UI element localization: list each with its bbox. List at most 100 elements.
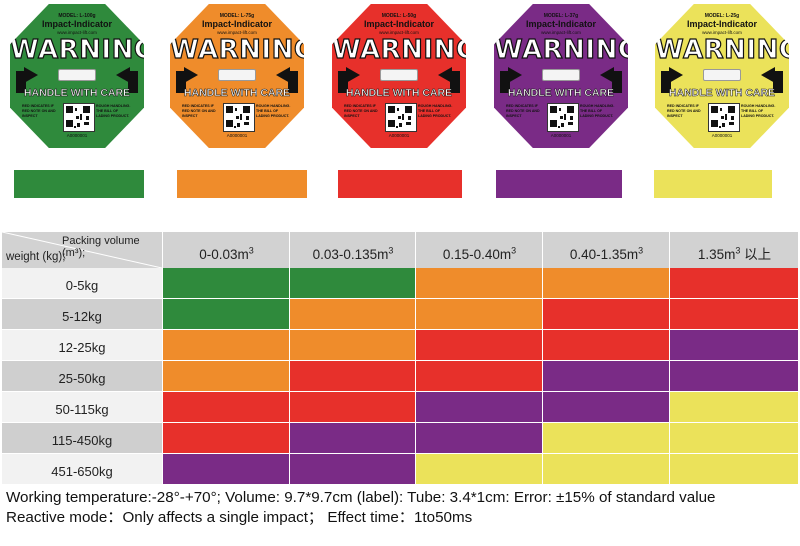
column-header-1: 0.03-0.135m3 xyxy=(289,232,416,268)
label-note-left: RED INDICATES IF RED NOTE ON AND INSPECT xyxy=(667,104,701,118)
table-cell-purple xyxy=(289,454,415,484)
arrow-left-head-icon xyxy=(761,67,775,83)
table-cell-orange xyxy=(289,299,415,329)
label-note-right: ROUGH HANDLING. THE BILL OF LADING PRODU… xyxy=(580,104,615,118)
column-range: 1.35m xyxy=(697,247,736,262)
table-cell-yellow xyxy=(669,454,798,484)
label-brand: Impact-Indicator xyxy=(686,19,757,29)
label-body: MODEL: L-37g Impact-Indicator www.impact… xyxy=(494,4,628,148)
impact-label-yellow: MODEL: L-25g Impact-Indicator www.impact… xyxy=(653,2,791,150)
label-serial: A0000001 xyxy=(66,133,88,138)
table-cell-red xyxy=(162,392,289,422)
spec-footer: Working temperature:-28°-+70°; Volume: 9… xyxy=(6,488,796,528)
label-body: MODEL: L-75g Impact-Indicator www.impact… xyxy=(170,4,304,148)
row-separator xyxy=(2,360,798,361)
label-note-left: RED INDICATES IF RED NOTE ON AND INSPECT xyxy=(344,104,378,118)
table-corner: Packing volume (m³); weight (kg); xyxy=(2,232,162,268)
table-cell-red xyxy=(542,299,669,329)
corner-diagonal xyxy=(2,232,162,268)
spec-line-2: Reactive mode：Only affects a single impa… xyxy=(6,509,473,526)
label-website: www.impact-lift.com xyxy=(379,30,419,35)
label-body: MODEL: L-25g Impact-Indicator www.impact… xyxy=(655,4,789,148)
row-weight-label: 5-12kg xyxy=(2,299,162,329)
impact-label-green: MODEL: L-100g Impact-Indicator www.impac… xyxy=(8,2,146,150)
table-cell-yellow xyxy=(542,423,669,453)
table-cell-purple xyxy=(542,361,669,391)
table-cell-red xyxy=(289,361,415,391)
arrow-left-icon xyxy=(288,71,298,93)
arrow-left-icon xyxy=(450,71,460,93)
qr-code-icon xyxy=(385,103,417,132)
swatch-red xyxy=(338,170,462,198)
qr-code-icon xyxy=(547,103,579,132)
swatch-yellow xyxy=(654,170,772,198)
arrow-left-head-icon xyxy=(600,67,614,83)
label-brand: Impact-Indicator xyxy=(201,19,272,29)
table-cell-purple xyxy=(415,392,542,422)
label-warning: WARNING xyxy=(494,34,640,65)
label-serial: A0000001 xyxy=(226,133,248,138)
arrow-right-head-icon xyxy=(346,67,360,83)
column-range: 0-0.03m xyxy=(199,247,249,262)
label-warning: WARNING xyxy=(655,34,800,65)
label-website: www.impact-lift.com xyxy=(217,30,257,35)
arrow-right-head-icon xyxy=(669,67,683,83)
label-warning: WARNING xyxy=(170,34,316,65)
swatch-orange xyxy=(177,170,307,198)
table-cell-orange xyxy=(289,330,415,360)
volume-axis-label: Packing volume (m³); xyxy=(62,235,140,259)
qr-code-icon xyxy=(223,103,255,132)
label-handle-with-care: HANDLE WITH CARE xyxy=(507,87,615,100)
label-website: www.impact-lift.com xyxy=(57,30,97,35)
row-separator xyxy=(2,422,798,423)
row-separator xyxy=(2,484,798,485)
table-header: Packing volume (m³); weight (kg); 0-0.03… xyxy=(2,232,798,268)
label-note-right: ROUGH HANDLING. THE BILL OF LADING PRODU… xyxy=(256,104,291,118)
swatch-purple xyxy=(496,170,622,198)
label-brand: Impact-Indicator xyxy=(41,19,112,29)
label-note-left: RED INDICATES IF RED NOTE ON AND INSPECT xyxy=(182,104,216,118)
qr-code-icon xyxy=(708,103,740,132)
label-warning: WARNING xyxy=(332,34,478,65)
table-cell-orange xyxy=(415,268,542,298)
arrow-left-icon xyxy=(612,71,622,93)
table-cell-purple xyxy=(289,423,415,453)
table-cell-yellow xyxy=(669,423,798,453)
label-handle-with-care: HANDLE WITH CARE xyxy=(23,87,131,100)
table-cell-purple xyxy=(162,454,289,484)
column-unit-power: 3 xyxy=(638,245,644,256)
label-website: www.impact-lift.com xyxy=(702,30,742,35)
table-cell-red xyxy=(415,330,542,360)
impact-label-red: MODEL: L-50g Impact-Indicator www.impact… xyxy=(330,2,468,150)
column-range: 0.03-0.135m xyxy=(312,247,389,262)
arrow-left-icon xyxy=(773,71,783,93)
spec-line-1: Working temperature:-28°-+70°; Volume: 9… xyxy=(6,489,716,506)
label-body: MODEL: L-100g Impact-Indicator www.impac… xyxy=(10,4,144,148)
table-cell-yellow xyxy=(669,392,798,422)
label-arrows xyxy=(500,66,622,93)
label-arrows xyxy=(661,66,783,93)
label-model: MODEL: L-25g xyxy=(704,13,740,19)
table-cell-red xyxy=(669,268,798,298)
label-model: MODEL: L-75g xyxy=(219,13,255,19)
arrow-right-head-icon xyxy=(184,67,198,83)
label-model: MODEL: L-50g xyxy=(381,13,417,19)
table-cell-green xyxy=(289,268,415,298)
column-unit-power: 3 xyxy=(511,245,517,256)
row-weight-label: 50-115kg xyxy=(2,392,162,422)
arrow-right-icon xyxy=(661,71,671,93)
swatch-green xyxy=(14,170,144,198)
table-cell-red xyxy=(289,392,415,422)
column-range: 0.40-1.35m xyxy=(569,247,639,262)
table-cell-green xyxy=(162,299,289,329)
column-header-0: 0-0.03m3 xyxy=(162,232,290,268)
table-cell-yellow xyxy=(415,454,542,484)
label-arrows xyxy=(16,66,138,93)
arrow-right-icon xyxy=(16,71,26,93)
arrow-right-icon xyxy=(500,71,510,93)
label-serial: A0000001 xyxy=(388,133,410,138)
column-header-2: 0.15-0.40m3 xyxy=(415,232,543,268)
column-range: 0.15-0.40m xyxy=(442,247,512,262)
label-arrows xyxy=(338,66,460,93)
label-brand: Impact-Indicator xyxy=(363,19,434,29)
